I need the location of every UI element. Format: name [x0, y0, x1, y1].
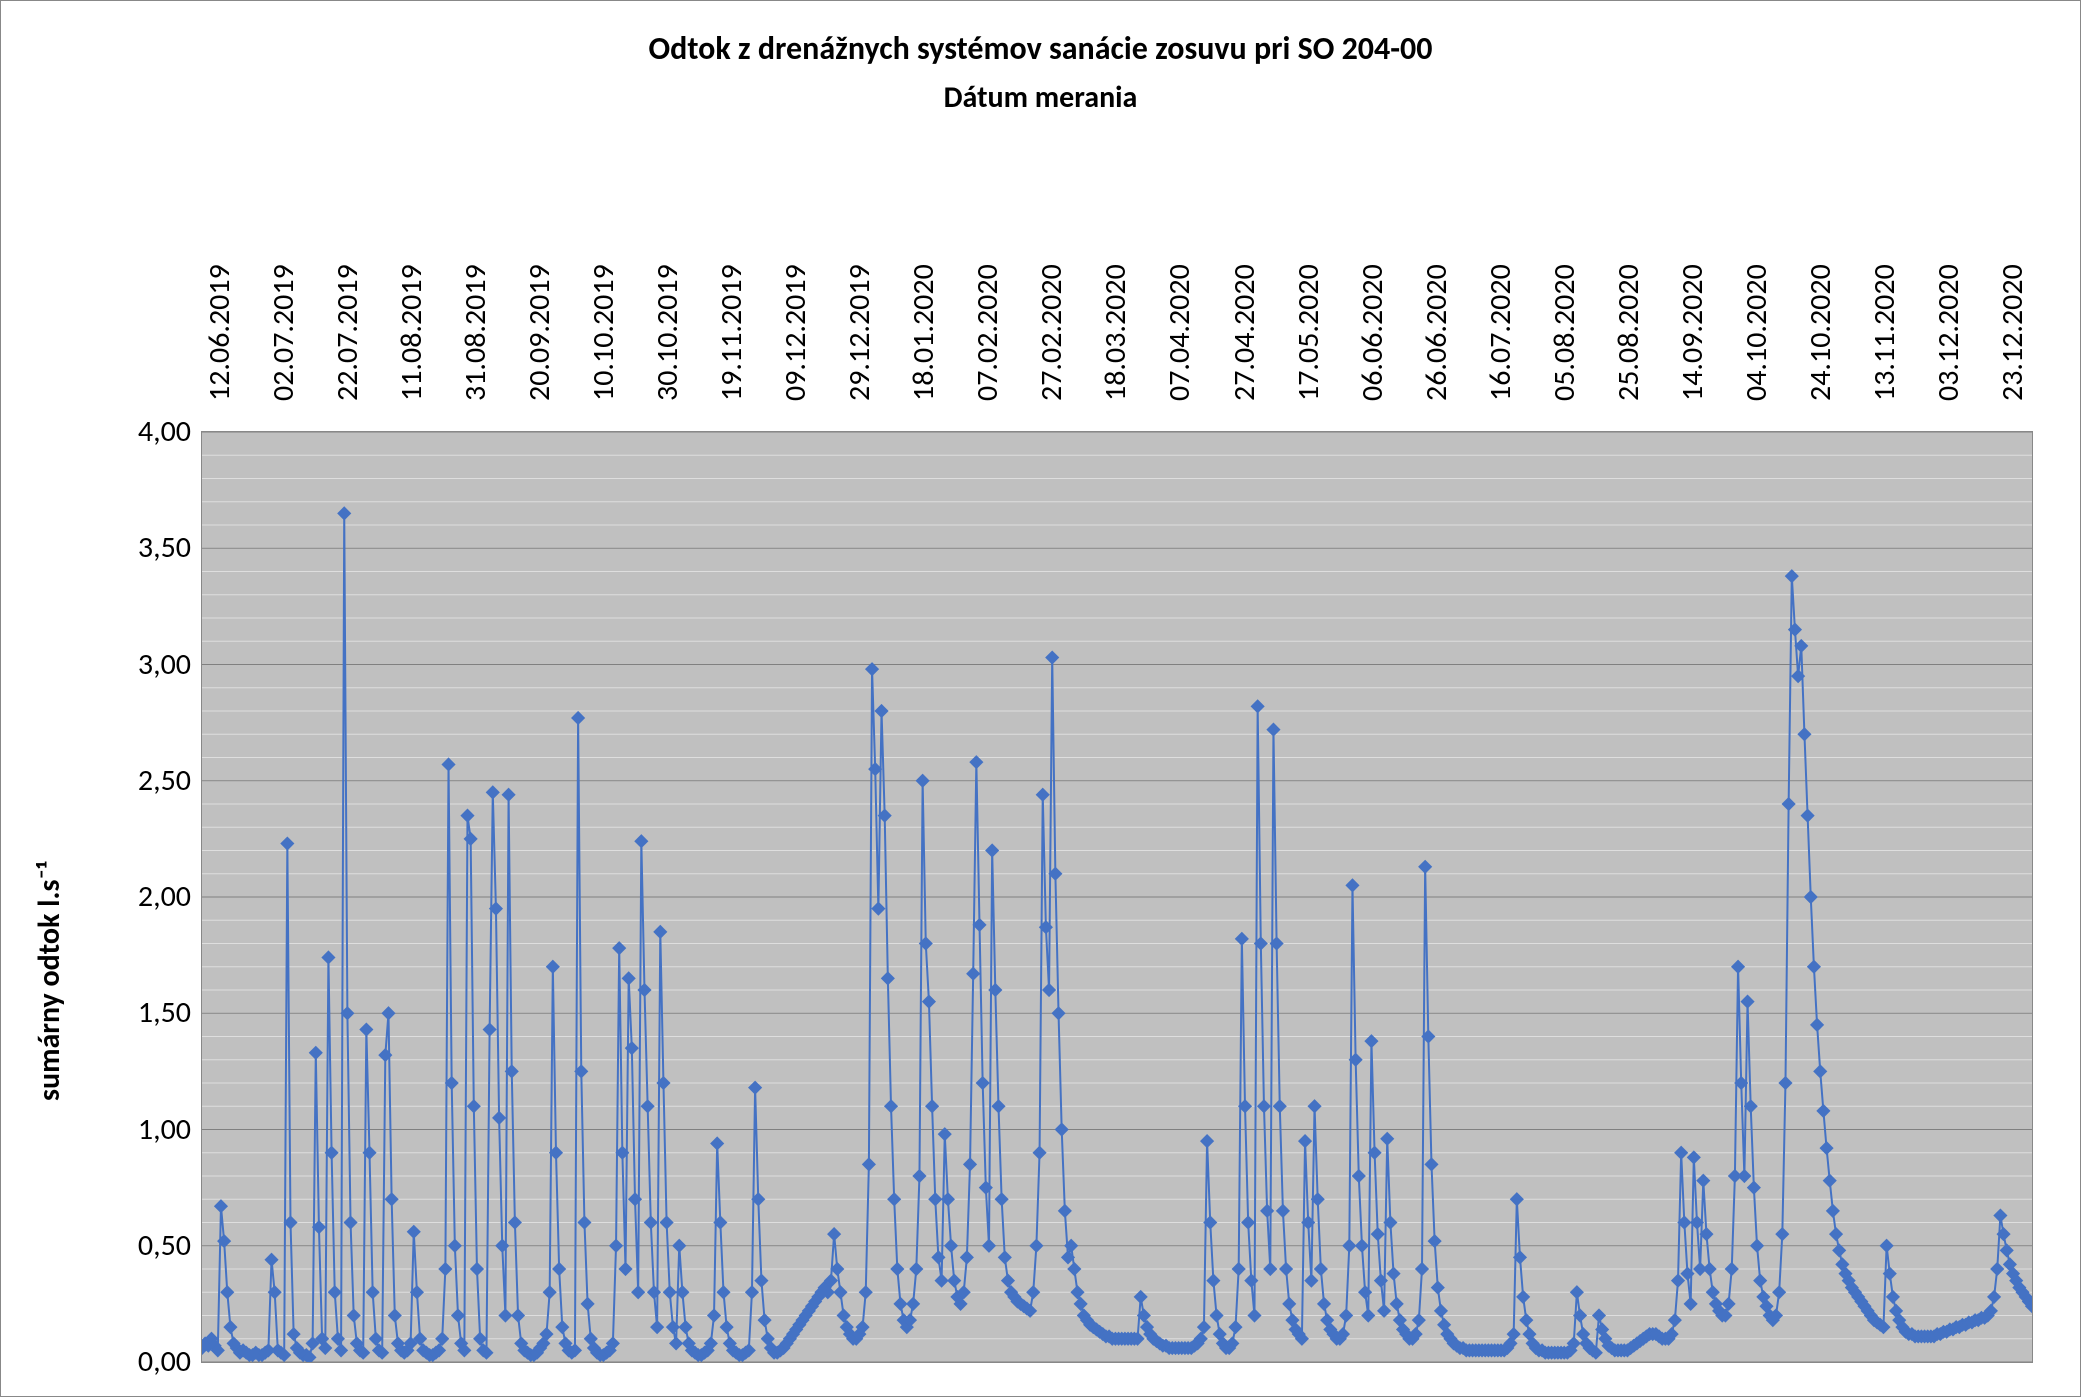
x-tick-label: 30.10.2019 — [649, 141, 686, 401]
x-tick-label: 07.02.2020 — [969, 141, 1006, 401]
y-tick-label: 2,50 — [111, 762, 191, 799]
y-tick-label: 1,50 — [111, 994, 191, 1031]
x-tick-label: 25.08.2020 — [1610, 141, 1647, 401]
x-axis-labels: 12.06.2019 02.07.2019 22.07.2019 11.08.2019… — [201, 141, 2031, 401]
x-tick-label: 27.04.2020 — [1226, 141, 1263, 401]
x-tick-label: 04.10.2020 — [1738, 141, 1775, 401]
x-tick-label: 18.03.2020 — [1097, 141, 1134, 401]
x-tick-label: 09.12.2019 — [777, 141, 814, 401]
x-tick-label: 16.07.2020 — [1482, 141, 1519, 401]
chart-svg — [202, 432, 2032, 1362]
x-tick-label: 18.01.2020 — [905, 141, 942, 401]
x-tick-label: 14.09.2020 — [1674, 141, 1711, 401]
x-tick-label: 20.09.2019 — [521, 141, 558, 401]
x-tick-label: 24.10.2020 — [1802, 141, 1839, 401]
x-tick-label: 22.07.2019 — [329, 141, 366, 401]
chart-container: Odtok z drenážnych systémov sanácie zosu… — [0, 0, 2081, 1397]
x-tick-label: 31.08.2019 — [457, 141, 494, 401]
x-tick-label: 23.12.2020 — [1994, 141, 2031, 401]
x-tick-label: 06.06.2020 — [1354, 141, 1391, 401]
x-tick-label: 19.11.2019 — [713, 141, 750, 401]
y-tick-label: 3,50 — [111, 529, 191, 566]
x-tick-label: 11.08.2019 — [393, 141, 430, 401]
y-tick-label: 0,50 — [111, 1227, 191, 1264]
x-tick-label: 03.12.2020 — [1930, 141, 1967, 401]
x-tick-label: 13.11.2020 — [1866, 141, 1903, 401]
plot-area — [201, 431, 2033, 1363]
y-tick-label: 3,00 — [111, 646, 191, 683]
y-tick-label: 0,00 — [111, 1343, 191, 1380]
x-tick-label: 02.07.2019 — [265, 141, 302, 401]
x-tick-label: 12.06.2019 — [201, 141, 238, 401]
y-axis-label: sumárny odtok l.s⁻¹ — [31, 861, 68, 1101]
chart-subtitle: Dátum merania — [1, 79, 2080, 116]
y-tick-label: 1,00 — [111, 1111, 191, 1148]
x-tick-label: 27.02.2020 — [1033, 141, 1070, 401]
x-tick-label: 10.10.2019 — [585, 141, 622, 401]
chart-title: Odtok z drenážnych systémov sanácie zosu… — [1, 29, 2080, 68]
x-tick-label: 07.04.2020 — [1161, 141, 1198, 401]
x-tick-label: 05.08.2020 — [1546, 141, 1583, 401]
y-tick-label: 4,00 — [111, 413, 191, 450]
y-tick-label: 2,00 — [111, 878, 191, 915]
x-tick-label: 29.12.2019 — [841, 141, 878, 401]
x-tick-label: 26.06.2020 — [1418, 141, 1455, 401]
x-tick-label: 17.05.2020 — [1290, 141, 1327, 401]
